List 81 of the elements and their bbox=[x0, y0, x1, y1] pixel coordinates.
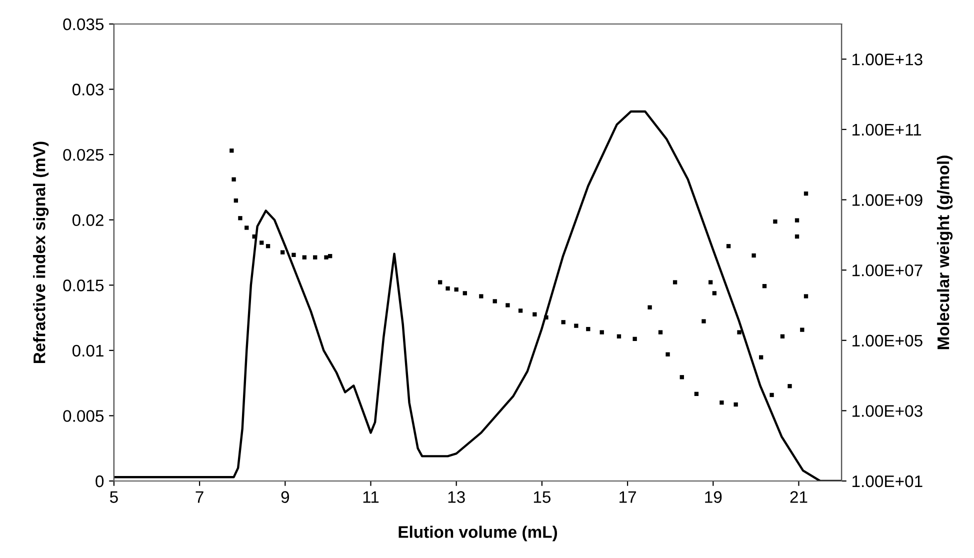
point bbox=[600, 330, 604, 334]
point bbox=[234, 198, 238, 203]
point bbox=[658, 330, 663, 334]
point bbox=[280, 250, 285, 254]
point bbox=[726, 244, 731, 248]
point bbox=[720, 400, 724, 405]
y2-tick-label: 1.00E+01 bbox=[852, 475, 922, 488]
point bbox=[328, 254, 332, 258]
y-tick-label: 0.02 bbox=[72, 214, 104, 226]
point bbox=[232, 177, 236, 182]
y2-tick-label: 1.00E+11 bbox=[852, 124, 922, 136]
point bbox=[680, 375, 684, 380]
x-tick-label: 9 bbox=[281, 491, 289, 503]
y2-tick-label: 1.00E+07 bbox=[852, 264, 922, 276]
x-tick-label: 21 bbox=[790, 491, 808, 503]
point bbox=[648, 305, 652, 310]
point bbox=[544, 315, 548, 320]
point bbox=[266, 244, 270, 248]
point bbox=[616, 334, 622, 338]
point bbox=[454, 287, 458, 292]
point bbox=[702, 319, 706, 324]
point bbox=[292, 252, 296, 257]
point bbox=[632, 336, 637, 342]
x-tick-label: 15 bbox=[534, 491, 551, 503]
point bbox=[773, 219, 778, 224]
point bbox=[518, 308, 523, 313]
point bbox=[438, 280, 442, 284]
point bbox=[708, 280, 713, 284]
x-tick-label: 17 bbox=[620, 491, 636, 503]
x-tick-label: 11 bbox=[363, 491, 379, 503]
point bbox=[794, 218, 800, 222]
point bbox=[230, 148, 234, 153]
point bbox=[586, 326, 590, 332]
y-tick-label: 0.015 bbox=[63, 280, 104, 292]
y-axis-title: Refractive index signal (mV) bbox=[33, 142, 49, 363]
point bbox=[479, 294, 484, 298]
y2-tick-label: 1.00E+05 bbox=[852, 334, 922, 347]
y-tick-label: 0.03 bbox=[72, 84, 104, 96]
point bbox=[324, 255, 328, 260]
point bbox=[712, 291, 717, 296]
point bbox=[758, 355, 764, 360]
point bbox=[794, 234, 800, 239]
point bbox=[492, 299, 497, 304]
point bbox=[752, 253, 756, 258]
point bbox=[804, 191, 808, 196]
point bbox=[737, 330, 742, 334]
y-tick-label: 0 bbox=[96, 475, 104, 488]
y2-tick-label: 1.00E+09 bbox=[852, 194, 922, 206]
point bbox=[804, 294, 808, 298]
point bbox=[506, 303, 510, 308]
y2-tick-label: 1.00E+13 bbox=[852, 54, 922, 66]
point bbox=[770, 392, 774, 398]
point bbox=[780, 334, 785, 338]
point bbox=[244, 226, 249, 230]
point bbox=[734, 402, 738, 407]
point bbox=[762, 284, 767, 288]
y2-axis-title: Molecular weight (g/mol) bbox=[936, 156, 953, 350]
point bbox=[672, 280, 678, 284]
y2-tick-label: 1.00E+03 bbox=[852, 405, 922, 417]
y-tick-label: 0.005 bbox=[63, 410, 104, 422]
point bbox=[260, 240, 264, 245]
point bbox=[694, 392, 699, 396]
y-tick-label: 0.01 bbox=[72, 344, 104, 357]
point bbox=[666, 352, 670, 356]
y-tick-label: 0.035 bbox=[63, 18, 104, 30]
point bbox=[302, 255, 306, 260]
point bbox=[800, 328, 804, 332]
y-tick-label: 0.025 bbox=[63, 148, 104, 161]
point bbox=[238, 216, 242, 220]
point bbox=[313, 255, 318, 260]
point bbox=[788, 384, 792, 388]
point bbox=[561, 320, 566, 324]
x-axis-title: Elution volume (mL) bbox=[398, 526, 558, 542]
x-tick-label: 7 bbox=[196, 491, 204, 503]
point bbox=[462, 291, 467, 296]
point bbox=[532, 312, 537, 316]
point bbox=[446, 286, 450, 291]
x-tick-label: 5 bbox=[110, 491, 118, 503]
x-tick-label: 13 bbox=[448, 491, 465, 503]
x-tick-label: 19 bbox=[705, 491, 722, 503]
point bbox=[574, 324, 578, 328]
